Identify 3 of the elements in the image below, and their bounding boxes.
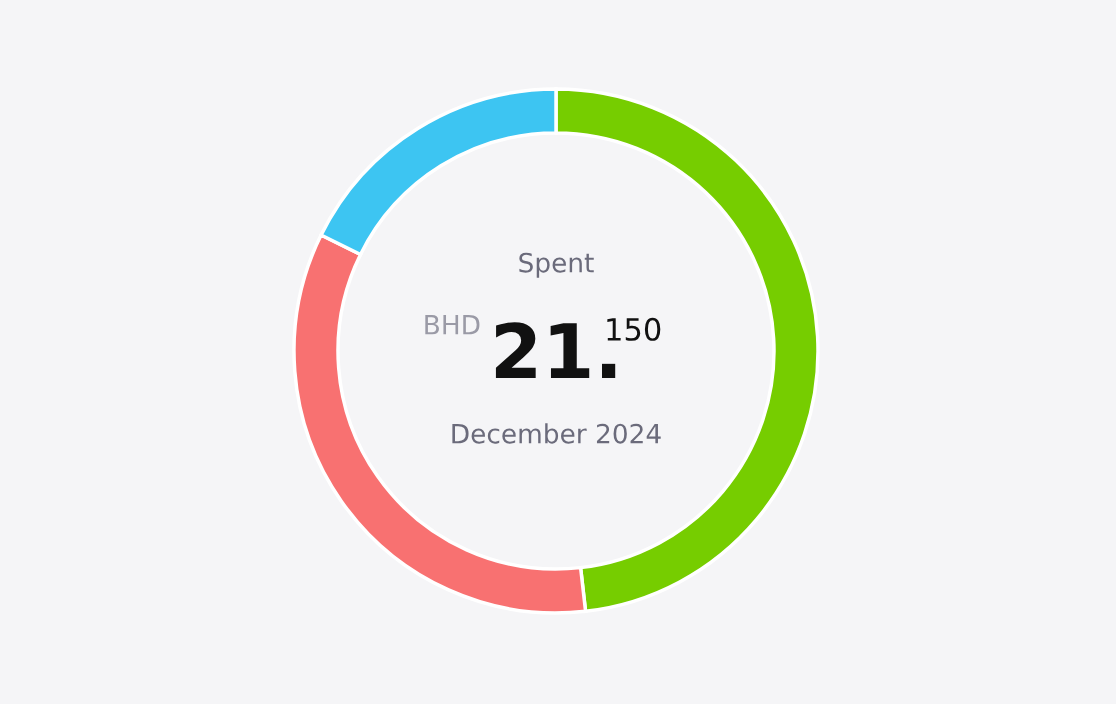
text: BHD — [425, 315, 480, 335]
text: Spent — [519, 252, 594, 278]
text: December 2024 — [452, 423, 661, 444]
